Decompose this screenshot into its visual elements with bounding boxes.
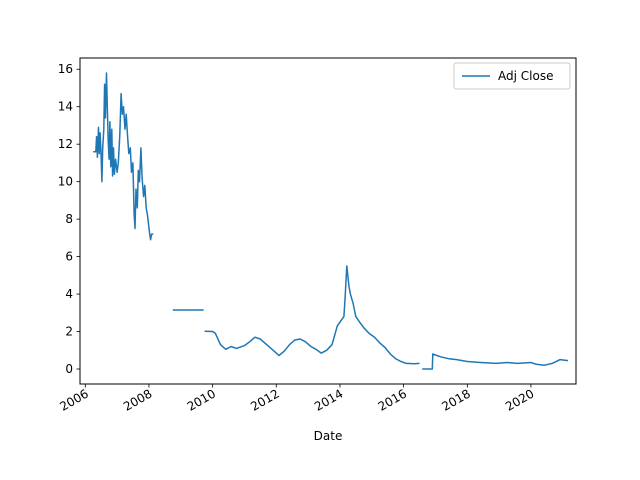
series-line-segment-4 bbox=[422, 353, 569, 370]
legend-label-adj-close: Adj Close bbox=[498, 69, 553, 83]
y-tick-label: 10 bbox=[58, 175, 73, 189]
legend: Adj Close bbox=[453, 62, 571, 90]
y-tick-label: 14 bbox=[58, 100, 73, 114]
plot-frame bbox=[79, 57, 577, 385]
y-tick-label: 0 bbox=[65, 362, 73, 376]
y-tick-label: 4 bbox=[65, 287, 73, 301]
series-layer bbox=[93, 72, 569, 370]
y-tick-label: 6 bbox=[65, 250, 73, 264]
y-tick-label: 8 bbox=[65, 212, 73, 226]
series-line-segment-3 bbox=[204, 265, 420, 365]
series-line-segment-1 bbox=[93, 72, 154, 241]
legend-box bbox=[453, 62, 571, 90]
y-tick-label: 12 bbox=[58, 137, 73, 151]
y-tick-label: 16 bbox=[58, 62, 73, 76]
x-axis-label: Date bbox=[314, 429, 343, 443]
y-tick-label: 2 bbox=[65, 325, 73, 339]
